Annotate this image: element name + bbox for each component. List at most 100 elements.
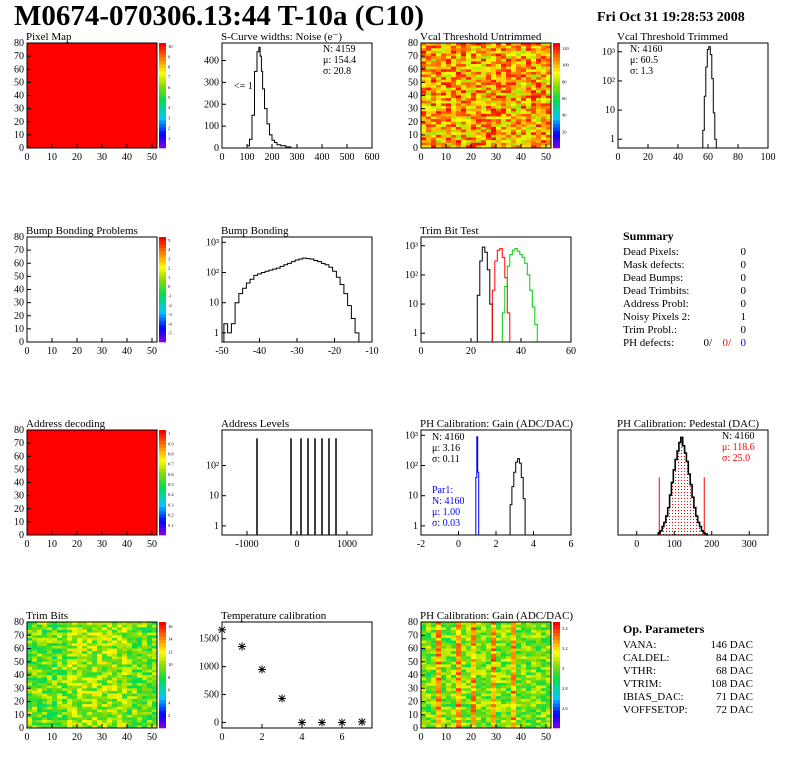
heatmap-cell: [481, 85, 487, 88]
heatmap-cell: [426, 667, 432, 670]
palette-segment: [159, 444, 166, 448]
heatmap-cell: [491, 693, 497, 697]
heatmap-cell: [137, 685, 143, 689]
palette-segment: [159, 134, 166, 138]
heatmap-cell: [426, 56, 432, 60]
heatmap-cell: [491, 113, 497, 117]
heatmap-cell: [496, 693, 502, 697]
heatmap-cell: [481, 108, 487, 112]
heatmap-cell: [87, 720, 93, 723]
heatmap-cell: [526, 675, 532, 678]
heatmap-cell: [426, 635, 432, 639]
heatmap-cell: [32, 669, 38, 673]
heatmap-cell: [152, 672, 158, 676]
heatmap-cell: [92, 629, 98, 633]
heatmap-cell: [511, 714, 517, 718]
heatmap-cell: [476, 640, 482, 644]
heatmap-cell: [501, 108, 507, 112]
heatmap-cell: [501, 137, 507, 141]
heatmap-cell: [92, 669, 98, 673]
heatmap-cell: [501, 106, 507, 109]
heatmap-cell: [456, 675, 462, 678]
heatmap-cell: [531, 127, 537, 130]
summary-value: 0: [741, 259, 747, 271]
heatmap-cell: [426, 669, 432, 673]
heatmap-cell: [132, 717, 138, 721]
heatmap-cell: [92, 656, 98, 660]
palette-segment: [159, 696, 166, 701]
palette-segment: [159, 517, 166, 522]
heatmap-cell: [142, 656, 148, 660]
heatmap-cell: [541, 664, 547, 668]
heatmap-cell: [27, 669, 33, 673]
heatmap-cell: [32, 632, 38, 636]
heatmap-cell: [521, 701, 527, 705]
palette-segment: [159, 703, 166, 708]
heatmap-cell: [97, 648, 103, 652]
heatmap-cell: [441, 672, 447, 676]
heatmap-cell: [122, 698, 128, 702]
heatmap-cell: [62, 698, 68, 702]
x-tick-label: 40: [516, 732, 526, 743]
heatmap-cell: [137, 682, 143, 686]
heatmap-cell: [436, 669, 442, 673]
heatmap-cell: [42, 667, 48, 670]
heatmap-cell: [506, 61, 512, 65]
heatmap-cell: [466, 61, 472, 65]
heatmap-cell: [516, 688, 522, 692]
heatmap-cell: [471, 74, 477, 78]
heatmap-cell: [541, 77, 547, 81]
heatmap-cell: [466, 688, 472, 692]
heatmap-cell: [92, 682, 98, 686]
heatmap-cell: [476, 116, 482, 120]
heatmap-cell: [107, 690, 113, 694]
heatmap-cell: [117, 693, 123, 697]
heatmap-cell: [506, 116, 512, 120]
heatmap-cell: [421, 98, 427, 102]
heatmap-cell: [466, 653, 472, 657]
palette-label: 16: [168, 624, 173, 629]
heatmap-cell: [82, 717, 88, 721]
heatmap-cell: [546, 709, 552, 713]
heatmap-cell: [102, 637, 108, 641]
heatmap-cell: [421, 656, 427, 660]
heatmap-cell: [137, 709, 143, 713]
heatmap-cell: [536, 664, 542, 668]
heatmap-cell: [446, 643, 452, 647]
heatmap-cell: [426, 709, 432, 713]
heatmap-cell: [536, 677, 542, 681]
heatmap-cell: [496, 98, 502, 102]
heatmap-cell: [541, 53, 547, 57]
heatmap-cell: [496, 142, 502, 146]
heatmap-cell: [486, 87, 492, 91]
palette-segment: [159, 636, 166, 640]
heatmap-cell: [546, 656, 552, 660]
heatmap-cell: [481, 712, 487, 716]
heatmap-cell: [476, 69, 482, 73]
heatmap-cell: [421, 690, 427, 694]
series-line: [475, 436, 480, 536]
heatmap-cell: [521, 53, 527, 57]
heatmap-cell: [142, 722, 148, 726]
heatmap-cell: [436, 134, 442, 138]
x-tick-label: 10: [441, 732, 451, 743]
heatmap-cell: [486, 61, 492, 65]
palette-segment: [159, 109, 166, 114]
heatmap-cell: [471, 124, 477, 128]
heatmap-cell: [82, 632, 88, 636]
par-stats-line: μ: 1.00: [432, 507, 460, 518]
heatmap-cell: [52, 667, 58, 670]
heatmap-cell: [546, 685, 552, 689]
heatmap-cell: [466, 116, 472, 120]
heatmap-cell: [511, 108, 517, 112]
heatmap-cell: [431, 48, 437, 52]
op-label: IBIAS_DAC:: [623, 691, 684, 703]
heatmap-cell: [536, 56, 542, 60]
heatmap-cell: [486, 651, 492, 655]
palette-label: 60: [562, 96, 567, 101]
heatmap-cell: [546, 675, 552, 678]
palette-segment: [553, 123, 560, 128]
heatmap-cell: [506, 77, 512, 81]
heatmap-cell: [152, 635, 158, 639]
heatmap-cell: [461, 653, 467, 657]
